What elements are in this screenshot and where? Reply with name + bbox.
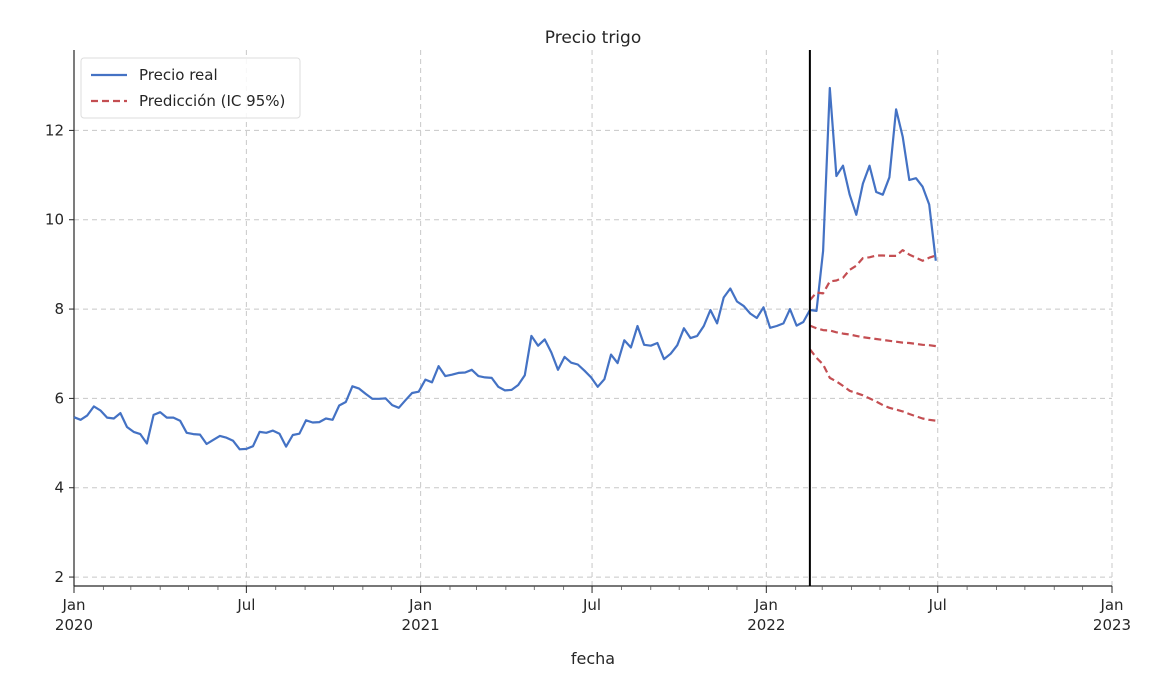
series-line-prediccion-1 — [809, 249, 937, 301]
x-tick-label: Jan — [61, 596, 85, 614]
x-tick-year-label: 2021 — [402, 616, 440, 634]
x-tick-year-label: 2022 — [747, 616, 785, 634]
series-lines — [73, 86, 937, 451]
y-tick-label: 10 — [45, 211, 64, 229]
x-tick-label: Jan — [408, 596, 432, 614]
series-line-precio-real — [73, 86, 937, 451]
legend-frame — [80, 57, 301, 119]
y-tick-label: 2 — [54, 568, 64, 586]
legend-label-real: Precio real — [139, 66, 218, 84]
legend-label-prediction: Predicción (IC 95%) — [139, 92, 285, 110]
axes-spines — [73, 50, 1112, 587]
series-line-prediccion-2 — [809, 324, 936, 348]
x-tick-label: Jul — [928, 596, 947, 614]
axis-ticks: 2 4 6 8 10 12 Jan 2020 Jul Jan 2021 Jul Jan 2022 Jul Ja… — [45, 121, 1131, 634]
legend: Precio real Predicción (IC 95%) — [80, 57, 301, 119]
x-tick-label: Jul — [582, 596, 601, 614]
chart-title: Precio trigo — [545, 28, 641, 48]
x-tick-label: Jul — [236, 596, 255, 614]
grid-lines — [73, 50, 1113, 586]
y-tick-label: 8 — [54, 300, 64, 318]
x-tick-year-label: 2023 — [1093, 616, 1131, 634]
y-tick-label: 4 — [54, 479, 64, 497]
y-tick-label: 6 — [54, 389, 64, 407]
x-axis-label: fecha — [571, 649, 615, 668]
x-tick-label: Jan — [1099, 596, 1123, 614]
y-tick-label: 12 — [45, 121, 64, 139]
series-line-prediccion-3 — [809, 348, 936, 422]
x-tick-year-label: 2020 — [55, 616, 93, 634]
x-tick-label: Jan — [754, 596, 778, 614]
